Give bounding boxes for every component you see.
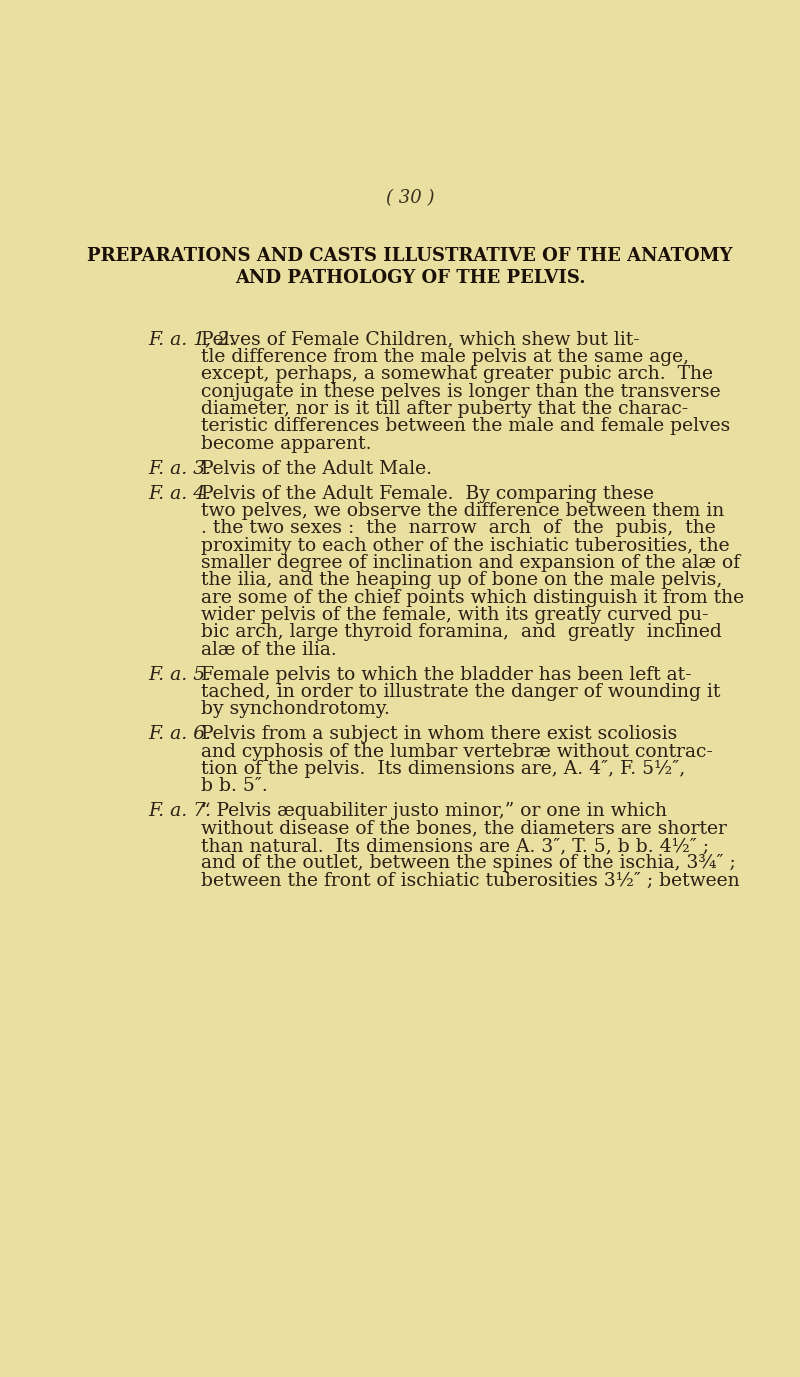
Text: F. a. 4.: F. a. 4. bbox=[148, 485, 211, 503]
Text: smaller degree of inclination and expansion of the alæ of: smaller degree of inclination and expans… bbox=[201, 554, 740, 571]
Text: F. a. 6.: F. a. 6. bbox=[148, 726, 211, 744]
Text: AND PATHOLOGY OF THE PELVIS.: AND PATHOLOGY OF THE PELVIS. bbox=[234, 269, 586, 286]
Text: Pelvis of the Adult Male.: Pelvis of the Adult Male. bbox=[201, 460, 432, 478]
Text: the ilia, and the heaping up of bone on the male pelvis,: the ilia, and the heaping up of bone on … bbox=[201, 571, 722, 589]
Text: two pelves, we observe the difference between them in: two pelves, we observe the difference be… bbox=[201, 503, 724, 521]
Text: Pelvis of the Adult Female.  By comparing these: Pelvis of the Adult Female. By comparing… bbox=[201, 485, 654, 503]
Text: between the front of ischiatic tuberosities 3½″ ; between: between the front of ischiatic tuberosit… bbox=[201, 872, 739, 890]
Text: than natural.  Its dimensions are A. 3″, T. 5, b b. 4½″ ;: than natural. Its dimensions are A. 3″, … bbox=[201, 837, 709, 855]
Text: F. a. 7.: F. a. 7. bbox=[148, 803, 211, 821]
Text: proximity to each other of the ischiatic tuberosities, the: proximity to each other of the ischiatic… bbox=[201, 537, 730, 555]
Text: except, perhaps, a somewhat greater pubic arch.  The: except, perhaps, a somewhat greater pubi… bbox=[201, 365, 713, 383]
Text: PREPARATIONS AND CASTS ILLUSTRATIVE OF THE ANATOMY: PREPARATIONS AND CASTS ILLUSTRATIVE OF T… bbox=[87, 246, 733, 266]
Text: b b. 5″.: b b. 5″. bbox=[201, 778, 267, 796]
Text: and of the outlet, between the spines of the ischia, 3¾″ ;: and of the outlet, between the spines of… bbox=[201, 854, 735, 873]
Text: become apparent.: become apparent. bbox=[201, 435, 371, 453]
Text: F. a. 3.: F. a. 3. bbox=[148, 460, 211, 478]
Text: and cyphosis of the lumbar vertebræ without contrac-: and cyphosis of the lumbar vertebræ with… bbox=[201, 742, 713, 760]
Text: “ Pelvis æquabiliter justo minor,” or one in which: “ Pelvis æquabiliter justo minor,” or on… bbox=[201, 803, 666, 821]
Text: alæ of the ilia.: alæ of the ilia. bbox=[201, 640, 337, 658]
Text: tached, in order to illustrate the danger of wounding it: tached, in order to illustrate the dange… bbox=[201, 683, 720, 701]
Text: are some of the chief points which distinguish it from the: are some of the chief points which disti… bbox=[201, 589, 744, 607]
Text: tle difference from the male pelvis at the same age,: tle difference from the male pelvis at t… bbox=[201, 348, 689, 366]
Text: Pelves of Female Children, which shew but lit-: Pelves of Female Children, which shew bu… bbox=[201, 330, 639, 348]
Text: Pelvis from a subject in whom there exist scoliosis: Pelvis from a subject in whom there exis… bbox=[201, 726, 677, 744]
Text: F. a. 5.: F. a. 5. bbox=[148, 665, 211, 684]
Text: conjugate in these pelves is longer than the transverse: conjugate in these pelves is longer than… bbox=[201, 383, 720, 401]
Text: diameter, nor is it till after puberty that the charac-: diameter, nor is it till after puberty t… bbox=[201, 401, 688, 419]
Text: teristic differences between the male and female pelves: teristic differences between the male an… bbox=[201, 417, 730, 435]
Text: without disease of the bones, the diameters are shorter: without disease of the bones, the diamet… bbox=[201, 819, 726, 837]
Text: by synchondrotomy.: by synchondrotomy. bbox=[201, 701, 390, 719]
Text: ( 30 ): ( 30 ) bbox=[386, 189, 434, 207]
Text: bic arch, large thyroid foramina,  and  greatly  inclined: bic arch, large thyroid foramina, and gr… bbox=[201, 624, 722, 642]
Text: . the two sexes :  the  narrow  arch  of  the  pubis,  the: . the two sexes : the narrow arch of the… bbox=[201, 519, 715, 537]
Text: Female pelvis to which the bladder has been left at-: Female pelvis to which the bladder has b… bbox=[201, 665, 691, 684]
Text: wider pelvis of the female, with its greatly curved pu-: wider pelvis of the female, with its gre… bbox=[201, 606, 708, 624]
Text: tion of the pelvis.  Its dimensions are, A. 4″, F. 5½″,: tion of the pelvis. Its dimensions are, … bbox=[201, 760, 685, 778]
Text: F. a. 1, 2.: F. a. 1, 2. bbox=[148, 330, 235, 348]
